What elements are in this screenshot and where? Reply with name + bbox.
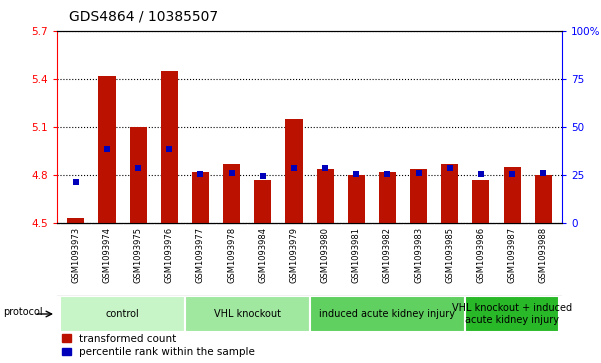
Bar [223,164,240,223]
Text: GSM1093979: GSM1093979 [290,227,299,283]
Text: GDS4864 / 10385507: GDS4864 / 10385507 [69,9,218,24]
Text: GSM1093978: GSM1093978 [227,227,236,283]
Bar [348,175,365,223]
Point [196,171,206,176]
Point [227,170,236,176]
Point [476,171,486,177]
Text: VHL knockout: VHL knockout [214,309,281,319]
Text: GSM1093974: GSM1093974 [102,227,111,283]
Bar [254,180,271,223]
Bar [67,219,84,223]
Text: GSM1093986: GSM1093986 [477,227,486,283]
Bar [504,167,520,223]
Bar [192,172,209,223]
Point [352,171,361,177]
Text: GSM1093975: GSM1093975 [133,227,142,283]
Bar [60,296,185,332]
Text: induced acute kidney injury: induced acute kidney injury [319,309,456,319]
Point [165,147,174,152]
Text: control: control [106,309,139,319]
Bar [441,164,459,223]
Bar [285,119,302,223]
Text: GSM1093977: GSM1093977 [196,227,205,283]
Point [445,165,454,171]
Text: VHL knockout + induced
acute kidney injury: VHL knockout + induced acute kidney inju… [452,303,572,325]
Point [507,171,517,177]
Text: GSM1093973: GSM1093973 [72,227,81,283]
Bar [99,76,115,223]
Point [383,171,392,177]
Point [320,165,330,171]
Text: GSM1093976: GSM1093976 [165,227,174,283]
Point [102,147,112,152]
Bar [317,169,334,223]
Text: GSM1093985: GSM1093985 [445,227,454,283]
Text: GSM1093980: GSM1093980 [320,227,329,283]
Text: GSM1093982: GSM1093982 [383,227,392,283]
Text: GSM1093987: GSM1093987 [508,227,517,283]
Bar [535,175,552,223]
Point [258,173,267,179]
Bar [472,180,489,223]
Point [71,179,81,184]
Bar [185,296,310,332]
Text: GSM1093984: GSM1093984 [258,227,267,283]
Bar [410,169,427,223]
Bar [310,296,465,332]
Bar [379,172,396,223]
Text: GSM1093988: GSM1093988 [538,227,548,283]
Text: GSM1093981: GSM1093981 [352,227,361,283]
Point [133,165,143,171]
Bar [465,296,559,332]
Point [289,165,299,171]
Legend: transformed count, percentile rank within the sample: transformed count, percentile rank withi… [63,334,255,357]
Bar [160,71,178,223]
Bar [130,127,147,223]
Text: protocol: protocol [3,307,43,317]
Point [413,170,423,176]
Text: GSM1093983: GSM1093983 [414,227,423,283]
Point [538,170,548,176]
